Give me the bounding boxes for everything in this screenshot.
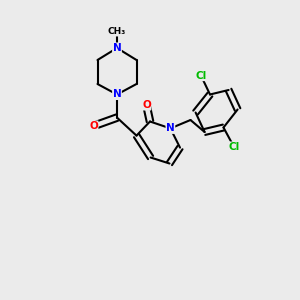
Text: CH₃: CH₃ [108, 27, 126, 36]
Text: Cl: Cl [195, 70, 207, 81]
Text: Cl: Cl [228, 142, 240, 152]
Text: N: N [112, 89, 122, 100]
Text: N: N [112, 43, 122, 53]
Text: N: N [166, 123, 175, 134]
Text: O: O [142, 100, 151, 110]
Text: O: O [89, 121, 98, 131]
